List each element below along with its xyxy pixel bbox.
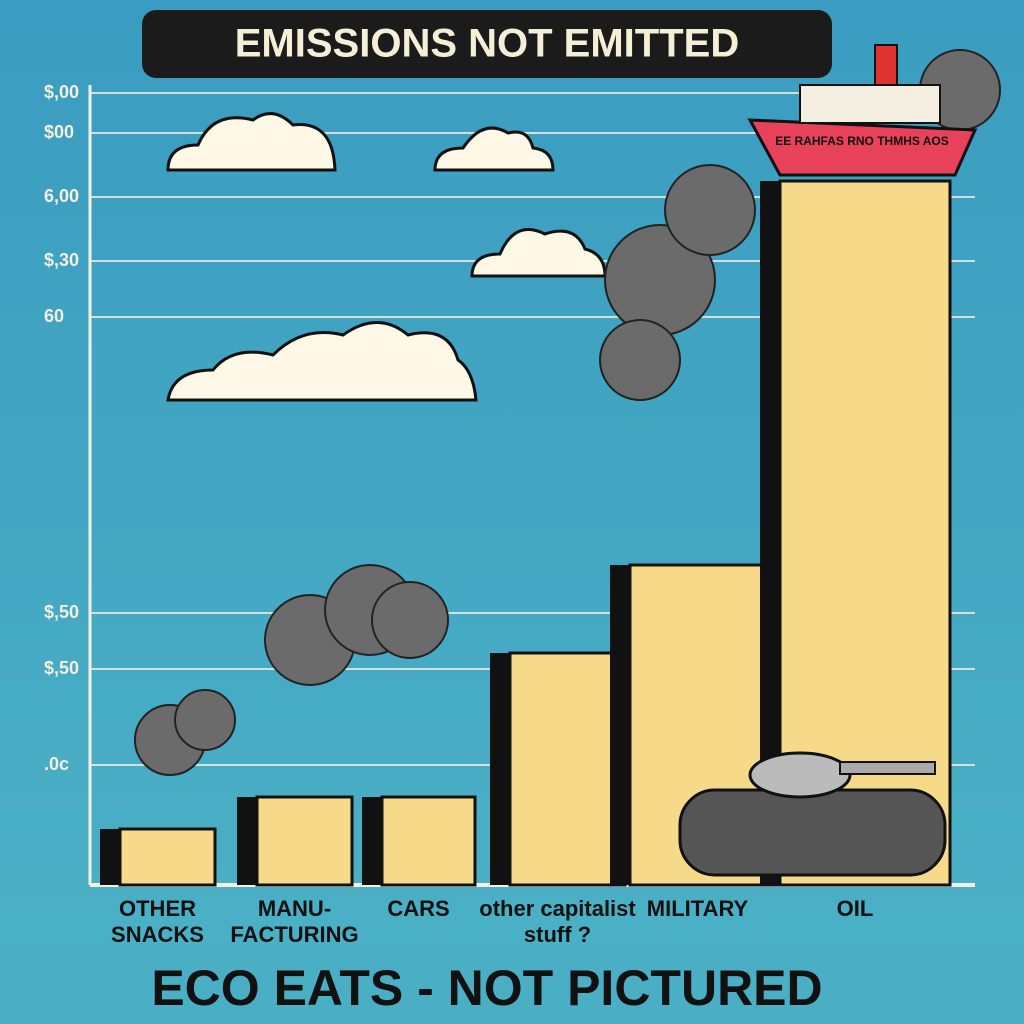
bar-shadow: [100, 829, 122, 885]
bar-shadow: [760, 181, 782, 885]
ship-label: EE RAHFAS RNO THMHS AOS: [775, 134, 949, 148]
x-tick-label: other capitalist stuff ?: [479, 896, 636, 947]
x-tick-label: OTHER SNACKS: [111, 896, 204, 947]
clouds: [166, 112, 607, 402]
bar: [255, 795, 354, 887]
x-tick-label: MILITARY: [647, 896, 749, 921]
y-tick-label: $,50: [44, 658, 79, 678]
y-tick-label: 6,00: [44, 186, 79, 206]
y-tick-label: $,30: [44, 250, 79, 270]
y-tick-label: $,00: [44, 82, 79, 102]
y-tick-label: $,50: [44, 602, 79, 622]
chart-title: EMISSIONS NOT EMITTED: [235, 22, 739, 66]
y-tick-label: 60: [44, 306, 64, 326]
footer-band: [0, 950, 1024, 1024]
bar: [508, 651, 627, 887]
y-tick-label: $00: [44, 122, 74, 142]
bar-shadow: [610, 565, 632, 885]
x-tick-label: OIL: [837, 896, 874, 921]
bar: [380, 795, 477, 887]
ship: EE RAHFAS RNO THMHS AOS: [747, 44, 978, 177]
bar-shadow: [362, 797, 384, 885]
labels: $,00 $00 6,00 $,30 60 $,50 $,50 .0c OTHER SNACKS M…: [44, 82, 873, 947]
x-tick-label: CARS: [387, 896, 449, 921]
title-box: [142, 10, 832, 78]
x-tick-label: MANU-FACTURING: [230, 896, 358, 947]
bar-shadow: [237, 797, 259, 885]
bar-shadow: [490, 653, 512, 885]
y-tick-label: .0c: [44, 754, 69, 774]
chart-subtitle: ECO EATS - NOT PICTURED: [151, 960, 822, 1016]
tank: [678, 751, 947, 877]
bar: [118, 827, 217, 887]
